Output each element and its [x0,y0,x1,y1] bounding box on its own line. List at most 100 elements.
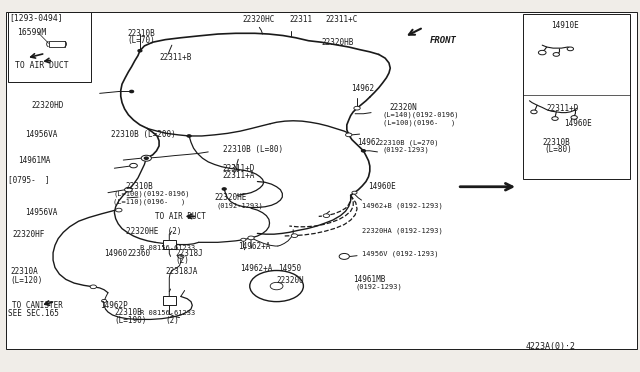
Text: 14956VA: 14956VA [25,208,58,217]
Text: 16599M: 16599M [17,28,47,37]
Circle shape [102,299,107,302]
Text: 22310B: 22310B [115,308,142,317]
Text: 22320HD: 22320HD [31,101,64,110]
Circle shape [571,116,577,119]
Text: TO AIR DUCT: TO AIR DUCT [15,61,68,70]
Text: 22320HA (0192-1293): 22320HA (0192-1293) [362,228,442,234]
Circle shape [125,187,132,192]
Text: 14960: 14960 [104,249,127,258]
Circle shape [241,238,246,241]
Text: 22310A: 22310A [10,267,38,276]
Circle shape [116,208,122,212]
Text: SEE SEC.165: SEE SEC.165 [8,310,60,318]
Text: 22311+A: 22311+A [223,171,255,180]
Circle shape [346,133,352,137]
Text: 14960E: 14960E [368,182,396,191]
Text: (L=120): (L=120) [10,276,43,285]
Text: 14962: 14962 [351,84,374,93]
Bar [523,14,630,179]
Text: 22311+D: 22311+D [547,105,579,113]
Text: (L=70): (L=70) [127,36,155,45]
Bar [163,240,175,249]
Circle shape [187,135,191,137]
Text: (L=80): (L=80) [545,145,573,154]
Text: 14956V (0192-1293): 14956V (0192-1293) [362,250,438,257]
Bar [49,41,65,46]
Text: 22311+C: 22311+C [325,16,358,25]
Circle shape [248,236,254,240]
Text: 22320HE  (2): 22320HE (2) [126,227,181,236]
Text: 14962P: 14962P [100,301,127,310]
Text: (L=100)(0196-   ): (L=100)(0196- ) [383,119,455,125]
Circle shape [250,270,303,302]
Text: (2): (2) [175,256,189,265]
Circle shape [145,157,148,159]
Circle shape [538,50,546,55]
Text: TO CANISTER: TO CANISTER [12,301,63,310]
Circle shape [362,150,365,152]
Text: R 08156-61233: R 08156-61233 [140,310,195,316]
Text: (L=100)(0192-0196): (L=100)(0192-0196) [113,191,189,198]
Circle shape [222,188,226,190]
Circle shape [141,155,152,161]
Text: 14910E: 14910E [551,22,579,31]
Text: (0192-1293): (0192-1293) [216,202,263,209]
Circle shape [130,90,134,93]
Text: 22318J: 22318J [175,249,204,258]
Text: 14962: 14962 [357,138,380,147]
Text: 22311+B: 22311+B [159,52,191,61]
Circle shape [138,49,142,52]
Text: 22318JA: 22318JA [166,267,198,276]
Circle shape [339,253,349,259]
Text: (2): (2) [166,316,179,325]
Text: 14962+A: 14962+A [238,241,271,250]
Text: [1293-0494]: [1293-0494] [10,13,63,22]
Text: 14961MB: 14961MB [353,275,385,284]
Text: 22320HC: 22320HC [242,16,275,25]
Text: 22310B: 22310B [127,29,155,38]
Text: 14962+B (0192-1293): 14962+B (0192-1293) [362,202,442,209]
Text: (L=110)(0196-   ): (L=110)(0196- ) [113,198,186,205]
Circle shape [553,52,559,56]
Text: 22310B (L=270): 22310B (L=270) [379,139,438,145]
Text: 14961MA: 14961MA [19,156,51,165]
Text: (L=190): (L=190) [115,316,147,325]
Circle shape [567,47,573,51]
Circle shape [90,285,97,289]
Text: (0192-1293): (0192-1293) [355,283,402,290]
Text: 22320U: 22320U [276,276,305,285]
Text: (0192-1293): (0192-1293) [383,147,429,153]
Text: (L=140)(0192-0196): (L=140)(0192-0196) [383,112,459,118]
Text: 22310B: 22310B [542,138,570,147]
Text: 14950: 14950 [278,264,301,273]
Text: 22311: 22311 [289,16,312,25]
Text: [0795-  ]: [0795- ] [8,175,50,184]
Text: 22320N: 22320N [389,103,417,112]
Text: 22310B (L=200): 22310B (L=200) [111,130,175,140]
Text: 14962+A: 14962+A [240,264,273,273]
Text: 14956VA: 14956VA [25,130,58,140]
Circle shape [352,191,357,194]
Text: 22320HE: 22320HE [214,193,247,202]
Text: 14960E: 14960E [564,119,592,128]
Text: FRONT: FRONT [430,36,457,45]
Circle shape [531,110,537,114]
Circle shape [177,254,184,258]
Text: 22311+D: 22311+D [223,164,255,173]
Text: 22320HF: 22320HF [12,230,45,240]
Circle shape [291,234,298,237]
Bar [8,12,92,82]
Text: 22360: 22360 [127,249,150,258]
Bar [163,296,175,305]
Circle shape [130,163,138,168]
Text: 22310B: 22310B [126,182,154,191]
Circle shape [323,214,330,218]
Text: TO AIR DUCT: TO AIR DUCT [156,212,206,221]
Circle shape [270,282,283,290]
Circle shape [354,106,360,110]
Text: B 08156-61233: B 08156-61233 [140,245,195,251]
Text: 4223A(0)·2: 4223A(0)·2 [525,341,575,350]
Circle shape [552,117,558,121]
Text: 22320HB: 22320HB [321,38,354,47]
Text: 22310B (L=80): 22310B (L=80) [223,145,283,154]
